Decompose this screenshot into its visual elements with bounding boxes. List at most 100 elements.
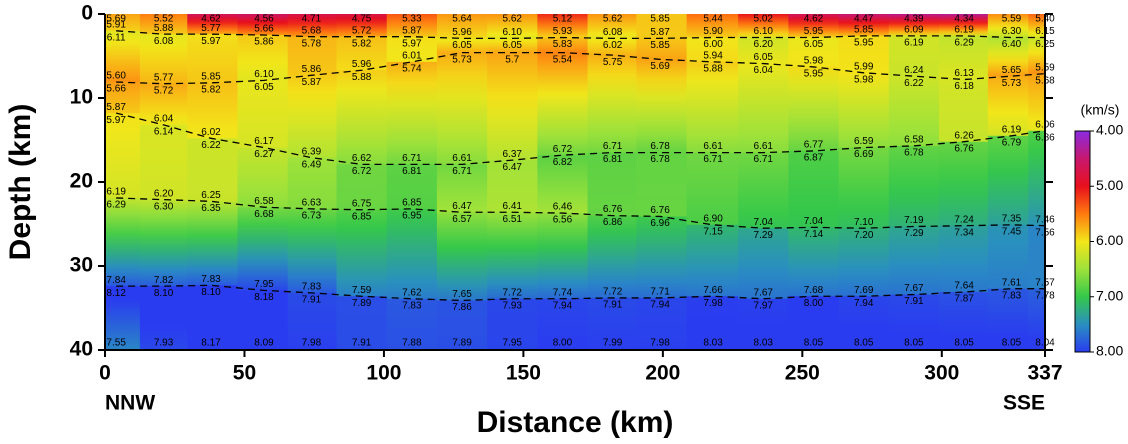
velocity-label: 6.13 [954, 68, 974, 79]
velocity-strip [187, 14, 238, 35]
velocity-label: 7.04 [804, 216, 824, 227]
velocity-strip [537, 298, 589, 351]
velocity-strip [187, 201, 238, 286]
velocity-strip [587, 215, 637, 299]
velocity-strip [838, 35, 890, 74]
velocity-label: 6.76 [603, 204, 623, 215]
velocity-label: 6.09 [904, 24, 924, 35]
velocity-label: 6.57 [452, 214, 472, 225]
velocity-label: 7.88 [402, 338, 422, 349]
velocity-strip [436, 212, 488, 301]
y-tick-label: 10 [70, 86, 93, 109]
velocity-strip [336, 296, 388, 351]
y-tick-label: 0 [81, 2, 93, 25]
velocity-label: 6.73 [302, 211, 322, 222]
velocity-strip [587, 38, 637, 56]
velocity-label: 6.78 [650, 154, 670, 165]
velocity-label: 7.91 [904, 296, 924, 307]
velocity-label: 5.33 [402, 14, 422, 25]
velocity-label: 7.15 [703, 226, 723, 237]
velocity-strip [139, 14, 188, 35]
colorbar-tick-label: 6.00 [1096, 232, 1123, 248]
velocity-label: 5.73 [1002, 78, 1022, 89]
velocity-label: 8.12 [106, 288, 126, 299]
velocity-label: 7.89 [352, 298, 372, 309]
velocity-label: 6.08 [154, 36, 174, 47]
velocity-label: 8.05 [904, 338, 924, 349]
velocity-label: 8.00 [804, 298, 824, 309]
velocity-strip [237, 290, 289, 351]
velocity-strip [105, 30, 141, 83]
velocity-strip [686, 152, 739, 226]
velocity-strip [788, 296, 840, 351]
velocity-strip [636, 216, 688, 299]
velocity-label: 6.76 [650, 205, 670, 216]
velocity-strip [105, 197, 141, 287]
velocity-label: 6.37 [503, 149, 523, 160]
velocity-label: 8.10 [201, 287, 221, 298]
interface-line [116, 112, 1046, 166]
velocity-label: 6.63 [302, 198, 322, 209]
velocity-label: 6.76 [954, 143, 974, 154]
velocity-label: 6.27 [254, 149, 274, 160]
velocity-label: 5.91 [106, 19, 126, 30]
velocity-label: 6.71 [703, 154, 723, 165]
velocity-label: 6.71 [402, 153, 422, 164]
x-tick-label: 337 [1027, 362, 1062, 385]
colorbar-tick-label: 8.00 [1096, 343, 1123, 359]
velocity-label: 5.52 [154, 14, 174, 25]
velocity-strip [386, 208, 438, 300]
velocity-label: 6.71 [754, 154, 774, 165]
velocity-label: 7.69 [854, 285, 874, 296]
velocity-label: 5.78 [302, 38, 322, 49]
velocity-label: 7.35 [1002, 213, 1022, 224]
velocity-label: 6.82 [553, 157, 573, 168]
velocity-label: 5.75 [603, 57, 623, 68]
velocity-strip [939, 141, 989, 227]
velocity-label: 6.49 [302, 159, 322, 170]
velocity-label: 5.65 [1002, 65, 1022, 76]
velocity-strip [888, 226, 940, 296]
velocity-label: 6.61 [754, 141, 774, 152]
velocity-label: 6.17 [254, 136, 274, 147]
velocity-strip [636, 152, 688, 217]
velocity-label: 7.93 [154, 338, 174, 349]
velocity-strip [587, 297, 637, 351]
velocity-label: 8.03 [703, 338, 723, 349]
velocity-strip [287, 157, 338, 210]
velocity-strip [487, 298, 538, 351]
velocity-label: 4.39 [904, 14, 924, 25]
x-axis-title: Distance (km) [477, 406, 674, 439]
velocity-strip [105, 82, 141, 114]
velocity-label: 4.62 [201, 14, 221, 25]
velocity-strip [487, 38, 538, 54]
velocity-strip [487, 160, 538, 213]
velocity-strip [788, 14, 840, 39]
velocity-label: 5.87 [650, 27, 670, 38]
velocity-strip [987, 224, 1029, 290]
velocity-label: 8.00 [553, 338, 573, 349]
x-tick-label: 250 [785, 362, 820, 385]
velocity-label: 6.30 [1002, 26, 1022, 37]
velocity-strip [987, 288, 1029, 351]
interface-line [116, 284, 1045, 302]
velocity-strip [436, 14, 488, 39]
velocity-label: 6.75 [352, 198, 372, 209]
velocity-label: 8.03 [754, 338, 774, 349]
velocity-strip [987, 135, 1029, 226]
velocity-strip [838, 72, 890, 149]
velocity-strip [139, 199, 188, 287]
velocity-label: 6.19 [1002, 124, 1022, 135]
velocity-strip [636, 14, 688, 39]
velocity-label: 7.67 [904, 283, 924, 294]
velocity-label: 6.61 [452, 153, 472, 164]
velocity-label: 5.7 [505, 54, 519, 65]
velocity-label: 7.20 [854, 230, 874, 241]
interface-line [116, 30, 1045, 40]
velocity-label: 7.67 [754, 287, 774, 298]
velocity-strip [336, 164, 388, 211]
velocity-label: 7.45 [1002, 226, 1022, 237]
velocity-strip [888, 145, 940, 228]
velocity-label: 4.34 [954, 14, 974, 25]
